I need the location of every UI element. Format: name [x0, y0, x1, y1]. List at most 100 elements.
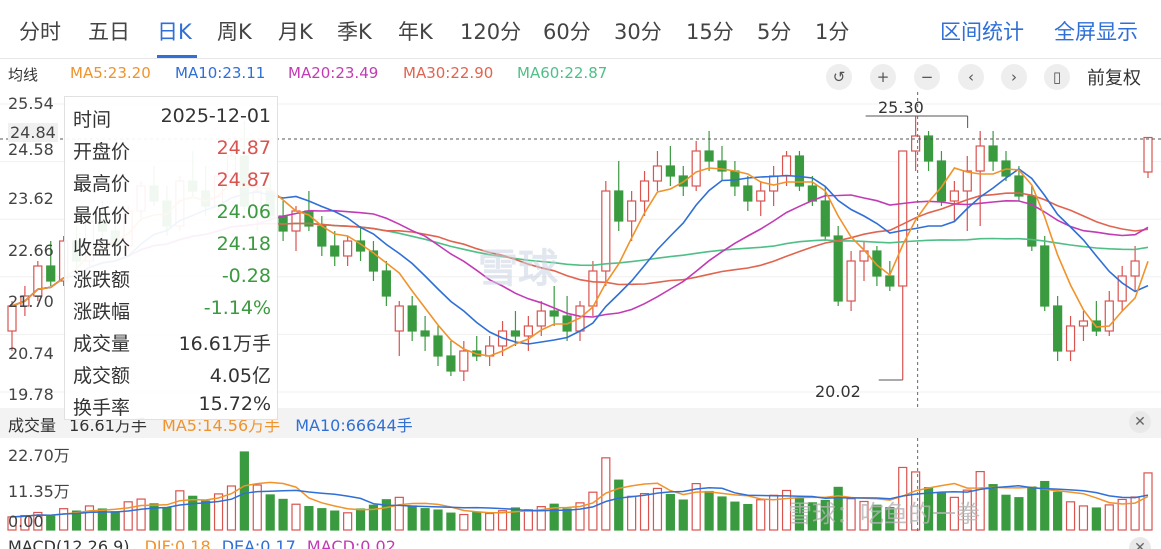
- tooltip-value: 16.61万手: [178, 333, 271, 355]
- volume-bar-up: [485, 512, 495, 531]
- tab-30min[interactable]: 30分: [614, 20, 662, 44]
- volume-tick-label: 11.35万: [8, 482, 70, 501]
- tooltip-value: 4.05亿: [209, 365, 271, 387]
- volume-bar-down: [1027, 486, 1037, 531]
- volume-bar-up: [394, 496, 404, 531]
- volume-bar-down: [381, 499, 391, 531]
- candle-tooltip: 时间 2025-12-01 开盘价 24.87 最高价 24.87 最低价 24.06 …: [64, 96, 278, 420]
- volume-bar-up: [175, 490, 185, 531]
- volume-bar-down: [885, 507, 895, 531]
- candle-up: [536, 310, 546, 327]
- watermark-corner: 雪球：吃鱼的一拳: [788, 500, 980, 528]
- candle-up: [846, 260, 856, 302]
- candle-down: [678, 175, 688, 187]
- candle-up: [949, 190, 959, 202]
- candle-up: [911, 135, 921, 152]
- candle-down: [794, 155, 805, 187]
- volume-tick-label: 22.70万: [8, 446, 70, 465]
- volume-bar-down: [730, 501, 740, 531]
- volume-bar-down: [201, 500, 211, 531]
- ma-legend: 均线 MA5:23.20 MA10:23.11 MA20:23.49 MA30:…: [0, 62, 1161, 86]
- tab-5min[interactable]: 5分: [757, 20, 792, 44]
- tooltip-key: 开盘价: [73, 141, 131, 163]
- candle-up: [691, 150, 701, 187]
- volume-bar-down: [278, 498, 288, 531]
- macd-dif: DIF:0.18: [144, 537, 211, 549]
- tab-60min[interactable]: 60分: [543, 20, 591, 44]
- volume-bar-down: [330, 510, 340, 531]
- tab-monthly-k[interactable]: 月K: [278, 20, 313, 44]
- volume-bar-up: [1117, 498, 1127, 531]
- candle-up: [639, 180, 650, 202]
- candle-down: [885, 275, 895, 287]
- volume-bar-up: [1078, 505, 1089, 531]
- volume-bar-up: [691, 483, 701, 531]
- tab-daily-k[interactable]: 日K: [157, 20, 192, 44]
- volume-bar-up: [781, 489, 792, 531]
- tab-120min[interactable]: 120分: [460, 20, 522, 44]
- tab-weekly-k[interactable]: 周K: [217, 20, 252, 44]
- interval-stats-link[interactable]: 区间统计: [940, 20, 1024, 44]
- high-annotation: 25.30: [878, 98, 924, 117]
- volume-tick-label: 0.00: [8, 512, 44, 531]
- volume-bar-up: [652, 487, 663, 531]
- undo-icon[interactable]: ↺: [826, 64, 852, 90]
- zoom-out-icon[interactable]: −: [914, 64, 940, 90]
- adjust-mode-select[interactable]: 前复权: [1087, 68, 1141, 89]
- volume-bar-down: [420, 508, 430, 531]
- tooltip-row-open: 开盘价 24.87: [73, 137, 271, 169]
- candle-up: [1078, 320, 1089, 327]
- candle-down: [743, 185, 753, 202]
- close-macd-icon[interactable]: ✕: [1129, 537, 1151, 549]
- chevron-right-icon[interactable]: ›: [1001, 64, 1027, 90]
- volume-bar-up: [59, 508, 69, 531]
- tab-1min[interactable]: 1分: [815, 20, 850, 44]
- volume-bar-up: [575, 502, 585, 531]
- candle-up: [898, 150, 908, 287]
- ma5-value: MA5:23.20: [70, 64, 151, 82]
- tooltip-value: 24.87: [216, 137, 271, 159]
- tab-quarterly-k[interactable]: 季K: [337, 20, 372, 44]
- candle-down: [549, 310, 559, 317]
- tooltip-row-close: 收盘价 24.18: [73, 233, 271, 265]
- tooltip-value: 24.87: [216, 169, 271, 191]
- volume-bar-down: [665, 494, 675, 531]
- tooltip-row-change: 涨跌额 -0.28: [73, 265, 271, 297]
- volume-bar-down: [355, 508, 366, 531]
- tooltip-row-turnover: 换手率 15.72%: [73, 393, 271, 425]
- candle-down: [368, 250, 379, 272]
- volume-bar-up: [898, 466, 908, 531]
- volume-bar-up: [627, 495, 637, 531]
- tab-intraday[interactable]: 分时: [19, 20, 61, 44]
- volume-bar-down: [433, 509, 443, 531]
- candle-up: [1143, 136, 1153, 173]
- candle-style-icon[interactable]: ▯: [1044, 64, 1070, 90]
- tooltip-value: 24.06: [216, 201, 271, 223]
- period-tabs: 分时 五日 日K 周K 月K 季K 年K 120分 60分 30分 15分 5分…: [0, 0, 1161, 62]
- volume-bar-up: [1143, 472, 1153, 531]
- chevron-left-icon[interactable]: ‹: [958, 64, 984, 90]
- volume-bar-down: [472, 511, 482, 531]
- ma-legend-label: 均线: [8, 66, 39, 84]
- candle-down: [833, 235, 843, 302]
- volume-bar-down: [820, 499, 830, 531]
- volume-ma5-line: [11, 481, 1149, 518]
- candle-down: [872, 250, 882, 277]
- fullscreen-link[interactable]: 全屏显示: [1054, 20, 1138, 44]
- candle-up: [781, 155, 792, 177]
- candle-up: [343, 240, 353, 257]
- volume-chart: [7, 438, 1153, 532]
- candle-up: [627, 200, 637, 222]
- tab-five-day[interactable]: 五日: [88, 20, 130, 44]
- volume-bar-down: [446, 512, 456, 531]
- candle-down: [1014, 175, 1024, 197]
- close-volume-icon[interactable]: ✕: [1129, 411, 1151, 433]
- tab-yearly-k[interactable]: 年K: [398, 20, 433, 44]
- tooltip-key: 涨跌额: [73, 269, 131, 291]
- candle-down: [1040, 245, 1050, 307]
- price-tick-label: 20.74: [8, 344, 54, 363]
- zoom-in-icon[interactable]: +: [870, 64, 896, 90]
- volume-bar-down: [549, 503, 559, 531]
- tab-15min[interactable]: 15分: [686, 20, 734, 44]
- volume-bar-up: [213, 493, 224, 531]
